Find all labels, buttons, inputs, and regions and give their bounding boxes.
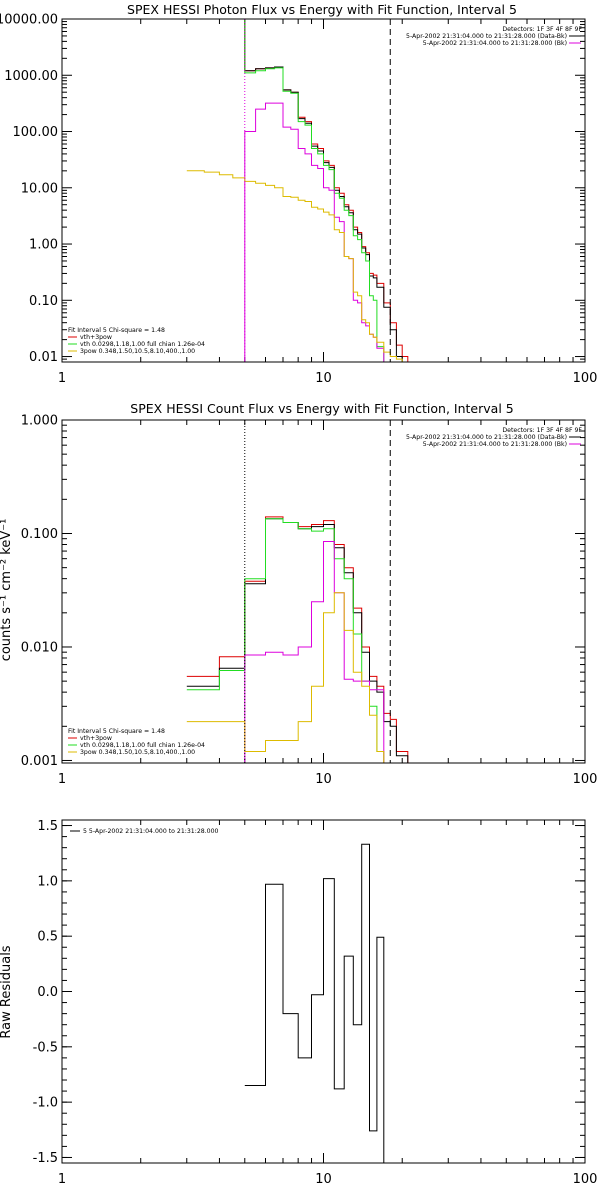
y-tick-label: -1.0 [33, 1096, 58, 1111]
series-black-line [186, 18, 419, 363]
legend-entry-black: 5-Apr-2002 21:31:04.000 to 21:31:28.000 … [406, 434, 567, 441]
y-tick-label: 0.010 [21, 640, 58, 655]
y-tick-label: 1.00 [29, 238, 58, 253]
detectors-label: Detectors: 1F 3F 4F 8F 9F [502, 427, 582, 434]
residuals-y-axis-label: Raw Residuals [0, 945, 14, 1038]
y-tick-label: 0.10 [29, 294, 58, 309]
x-tick-label: 1 [58, 1172, 66, 1187]
x-tick-label: 1 [58, 371, 66, 386]
fit-entry-yellow: 3pow 0.348,1.50,10.5,8.10,400.,1.00 [80, 749, 195, 756]
fit-entry-green: vth 0.0298,1.18,1.00 full chian 1.26e-04 [80, 341, 205, 348]
series-green-line [186, 18, 419, 363]
y-tick-label: 100.00 [13, 125, 59, 140]
photon-flux-ticks: 1 10 100 10000.00 1000.00 100.00 10.00 1.00 0.10… [0, 13, 597, 387]
y-tick-label: 0.0 [37, 985, 58, 1000]
series-yellow-line [186, 170, 419, 363]
y-tick-label: 0.001 [21, 754, 58, 769]
y-tick-label: 10.00 [21, 181, 58, 196]
photon-flux-panel: SPEX HESSI Photon Flux vs Energy with Fi… [0, 2, 597, 386]
fit-entry-red: vth+3pow [80, 735, 112, 742]
y-tick-label: -0.5 [33, 1040, 58, 1055]
y-tick-label: 1.0 [37, 874, 58, 889]
x-tick-label: 1 [58, 772, 66, 787]
x-tick-label: 10 [315, 371, 332, 386]
count-flux-chart-title: SPEX HESSI Count Flux vs Energy with Fit… [130, 401, 513, 416]
photon-flux-annotations: Detectors: 1F 3F 4F 8F 9F5-Apr-2002 21:3… [68, 26, 582, 355]
legend-entry-magenta: 5-Apr-2002 21:31:04.000 to 21:31:28.000 … [423, 40, 567, 47]
legend-entry-magenta: 5-Apr-2002 21:31:04.000 to 21:31:28.000 … [423, 441, 567, 448]
x-tick-label: 100 [573, 772, 598, 787]
fit-entry-yellow: 3pow 0.348,1.50,10.5,8.10,400.,1.00 [80, 348, 195, 355]
y-tick-label: 0.01 [29, 350, 58, 365]
residuals-annotations: 5 5-Apr-2002 21:31:04.000 to 21:31:28.00… [70, 828, 219, 835]
series-yellow-line [186, 592, 419, 764]
count-flux-plot-frame [61, 419, 586, 764]
count-flux-series [186, 420, 419, 764]
residuals-plot-frame [61, 819, 586, 1164]
detectors-label: Detectors: 1F 3F 4F 8F 9F [502, 26, 582, 33]
fit-entry-green: vth 0.0298,1.18,1.00 full chian 1.26e-04 [80, 742, 205, 749]
series-magenta-line [186, 541, 419, 764]
fit-entry-black: Fit Interval 5 Chi-square = 1.48 [68, 327, 165, 334]
series-magenta-line [186, 102, 419, 363]
y-tick-label: 1.000 [21, 414, 58, 429]
photon-flux-plot-frame [61, 18, 586, 363]
y-tick-label: -1.5 [33, 1151, 58, 1166]
series-red-line [186, 18, 419, 363]
count-flux-y-axis-label: counts s⁻¹ cm⁻² keV⁻¹ [0, 519, 14, 662]
x-tick-label: 100 [573, 1172, 598, 1187]
series-black-line [244, 843, 391, 1164]
x-tick-label: 10 [315, 1172, 332, 1187]
legend-entry-black: 5-Apr-2002 21:31:04.000 to 21:31:28.000 … [406, 33, 567, 40]
photon-flux-chart-title: SPEX HESSI Photon Flux vs Energy with Fi… [127, 2, 517, 17]
photon-flux-series [186, 18, 419, 363]
residuals-panel: Raw Residuals 1 10 100 1.5 1.0 0.5 0.0 -0.5 -1.0… [0, 819, 597, 1187]
y-tick-label: 0.5 [37, 930, 58, 945]
y-tick-label: 0.100 [21, 527, 58, 542]
y-tick-label: 10000.00 [0, 13, 58, 28]
x-tick-label: 100 [573, 371, 598, 386]
count-flux-ticks: 1 10 100 1.000 0.100 0.010 0.001 [21, 414, 598, 788]
residuals-ticks: 1 10 100 1.5 1.0 0.5 0.0 -0.5 -1.0 -1.5 [33, 819, 598, 1187]
residuals-legend-entry: 5 5-Apr-2002 21:31:04.000 to 21:31:28.00… [83, 828, 219, 835]
count-flux-annotations: Detectors: 1F 3F 4F 8F 9F5-Apr-2002 21:3… [68, 427, 582, 756]
count-flux-panel: SPEX HESSI Count Flux vs Energy with Fit… [0, 401, 597, 787]
residuals-series [244, 843, 391, 1164]
fit-entry-red: vth+3pow [80, 334, 112, 341]
x-tick-label: 10 [315, 772, 332, 787]
y-tick-label: 1000.00 [4, 69, 58, 84]
fit-entry-black: Fit Interval 5 Chi-square = 1.48 [68, 728, 165, 735]
y-tick-label: 1.5 [37, 819, 58, 834]
